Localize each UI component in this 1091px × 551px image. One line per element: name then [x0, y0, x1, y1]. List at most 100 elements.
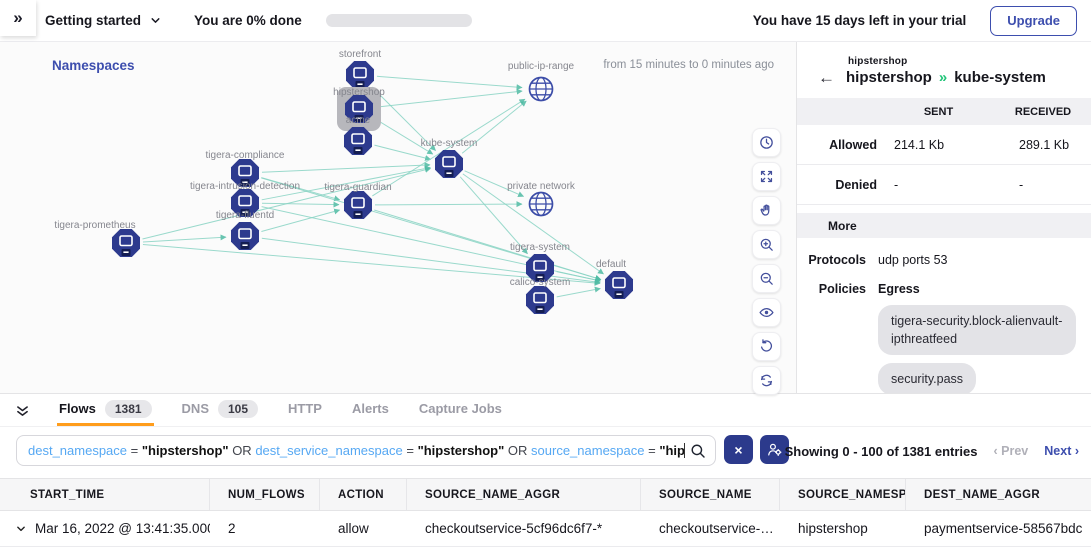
- fullscreen-button[interactable]: [752, 162, 781, 191]
- top-bar: Getting started You are 0% done You have…: [0, 0, 1091, 42]
- details-title: hipstershop » kube-system: [846, 69, 1046, 86]
- chevron-down-icon: [151, 18, 160, 23]
- namespace-icon: [344, 191, 372, 219]
- graph-node-public-ip-range[interactable]: public-ip-range: [508, 61, 575, 102]
- tab-label: HTTP: [288, 401, 322, 416]
- graph-edge[interactable]: [261, 201, 340, 208]
- flows-table: START_TIME NUM_FLOWS ACTION SOURCE_NAME_AGG…: [0, 478, 1091, 547]
- details-eyebrow: hipstershop: [848, 56, 908, 67]
- sidebar-expand-button[interactable]: »: [0, 0, 36, 36]
- node-label: tigera-prometheus: [54, 220, 135, 231]
- column-header-source_namespace[interactable]: SOURCE_NAMESPACE: [780, 479, 906, 510]
- graph-edge[interactable]: [556, 271, 601, 283]
- graph-node-kube-system[interactable]: kube-system: [421, 138, 478, 178]
- tab-label: Flows: [59, 401, 96, 416]
- query-field: dest_service_namespace: [255, 443, 403, 458]
- query-value: "hipstershop": [141, 443, 229, 458]
- zoom-in-button[interactable]: [752, 230, 781, 259]
- policy-tag-list: tigera-security.block-alienvault-ipthrea…: [878, 305, 1078, 393]
- graph-edge[interactable]: [374, 144, 432, 161]
- query-op: =: [644, 443, 660, 458]
- column-header-start_time[interactable]: START_TIME: [0, 479, 210, 510]
- zoom-out-button[interactable]: [752, 264, 781, 293]
- node-label: private network: [507, 181, 576, 192]
- protocols-row: Protocols udp ports 53: [797, 253, 1091, 267]
- graph-node-tigera-intrusion-detection[interactable]: tigera-intrusion-detection: [190, 181, 300, 217]
- undo-button[interactable]: [752, 332, 781, 361]
- policy-tag[interactable]: security.pass: [878, 363, 977, 393]
- allowed-row: Allowed 214.1 Kb 289.1 Kb: [797, 125, 1091, 165]
- cell-text: checkoutservice-…: [659, 521, 774, 536]
- namespace-icon: [112, 229, 140, 257]
- upgrade-button[interactable]: Upgrade: [990, 5, 1077, 36]
- graph-edge[interactable]: [371, 86, 436, 151]
- column-header-dest_name_aggr[interactable]: DEST_NAME_AGGR: [924, 488, 1041, 501]
- column-header-num_flows[interactable]: NUM_FLOWS: [210, 479, 320, 510]
- graph-edge[interactable]: [375, 88, 523, 108]
- graph-edge[interactable]: [556, 286, 601, 298]
- cell-num_flows: 2: [210, 511, 320, 546]
- graph-edge[interactable]: [261, 165, 431, 201]
- pan-icon: [760, 204, 770, 216]
- graph-edge[interactable]: [462, 173, 604, 275]
- row-expand-chevron-icon[interactable]: [14, 522, 28, 536]
- table-row[interactable]: Mar 16, 2022 @ 13:41:35.000 2 allow checkou…: [0, 511, 1091, 547]
- pan-button[interactable]: [752, 196, 781, 225]
- tab-dns[interactable]: DNS 105: [180, 394, 260, 426]
- undo-icon: [760, 339, 773, 352]
- getting-started-menu[interactable]: Getting started: [45, 13, 162, 28]
- graph-edge[interactable]: [376, 75, 523, 91]
- refresh-button[interactable]: [752, 366, 781, 395]
- graph-node-tigera-fluentd[interactable]: tigera-fluentd: [216, 210, 274, 250]
- policy-tag[interactable]: tigera-security.block-alienvault-ipthrea…: [878, 305, 1076, 356]
- graph-edge[interactable]: [374, 209, 602, 281]
- zoom-in-icon: [760, 238, 773, 251]
- graph-edge[interactable]: [374, 201, 523, 208]
- graph-edge[interactable]: [142, 234, 227, 243]
- graph-node-tigera-prometheus[interactable]: tigera-prometheus: [54, 220, 140, 257]
- tab-capture-jobs[interactable]: Capture Jobs: [417, 394, 504, 426]
- cell-text: 2: [228, 521, 236, 536]
- tab-alerts[interactable]: Alerts: [350, 394, 391, 426]
- user-query-settings-button[interactable]: [760, 435, 789, 464]
- top-bar-left: Getting started You are 0% done: [0, 13, 472, 28]
- onboarding-progress: You are 0% done: [194, 13, 472, 28]
- clear-filter-button[interactable]: ×: [724, 435, 753, 464]
- graph-edge[interactable]: [142, 243, 601, 286]
- filter-query-input[interactable]: dest_namespace = "hipstershop" OR dest_s…: [16, 435, 716, 466]
- text-caret: [684, 443, 685, 458]
- graph-edge[interactable]: [373, 117, 434, 155]
- visibility-button[interactable]: [752, 298, 781, 327]
- namespace-icon: [231, 189, 259, 217]
- back-arrow-icon[interactable]: ←: [818, 68, 835, 87]
- tab-flows[interactable]: Flows 1381: [57, 394, 154, 426]
- graph-edge[interactable]: [459, 176, 528, 255]
- graph-edge[interactable]: [261, 208, 341, 232]
- graph-edge[interactable]: [261, 162, 431, 173]
- graph-node-storefront[interactable]: storefront: [339, 49, 381, 89]
- graph-edge[interactable]: [142, 166, 432, 240]
- column-header-source_name[interactable]: SOURCE_NAME: [641, 479, 780, 510]
- graph-node-private-network[interactable]: private network: [507, 181, 576, 217]
- query-value: "hipstershop": [417, 443, 505, 458]
- column-header-source_name_aggr[interactable]: SOURCE_NAME_AGGR: [407, 479, 641, 510]
- graph-node-calico-system[interactable]: calico-system: [510, 277, 571, 314]
- query-value: "hipstershop: [659, 443, 684, 458]
- service-graph-canvas[interactable]: storefront public-ip-range hipstershop acme…: [0, 42, 796, 392]
- graph-edge[interactable]: [464, 170, 525, 197]
- graph-node-tigera-compliance[interactable]: tigera-compliance: [206, 150, 285, 187]
- graph-node-hipstershop[interactable]: hipstershop: [333, 87, 385, 131]
- graph-node-acme[interactable]: acme: [344, 115, 372, 155]
- tab-http[interactable]: HTTP: [286, 394, 324, 426]
- prev-page-link[interactable]: ‹ Prev: [993, 444, 1029, 458]
- graph-node-tigera-guardian[interactable]: tigera-guardian: [324, 182, 392, 219]
- collapse-panel-icon[interactable]: [14, 394, 31, 426]
- clock-button[interactable]: [752, 128, 781, 157]
- graph-node-default[interactable]: default: [596, 259, 633, 299]
- graph-edge[interactable]: [461, 100, 527, 154]
- graph-node-tigera-system[interactable]: tigera-system: [510, 242, 570, 282]
- next-page-link[interactable]: Next ›: [1044, 444, 1079, 458]
- graph-edge[interactable]: [372, 98, 526, 197]
- column-header-action[interactable]: ACTION: [320, 479, 407, 510]
- user-gear-icon: [768, 443, 782, 456]
